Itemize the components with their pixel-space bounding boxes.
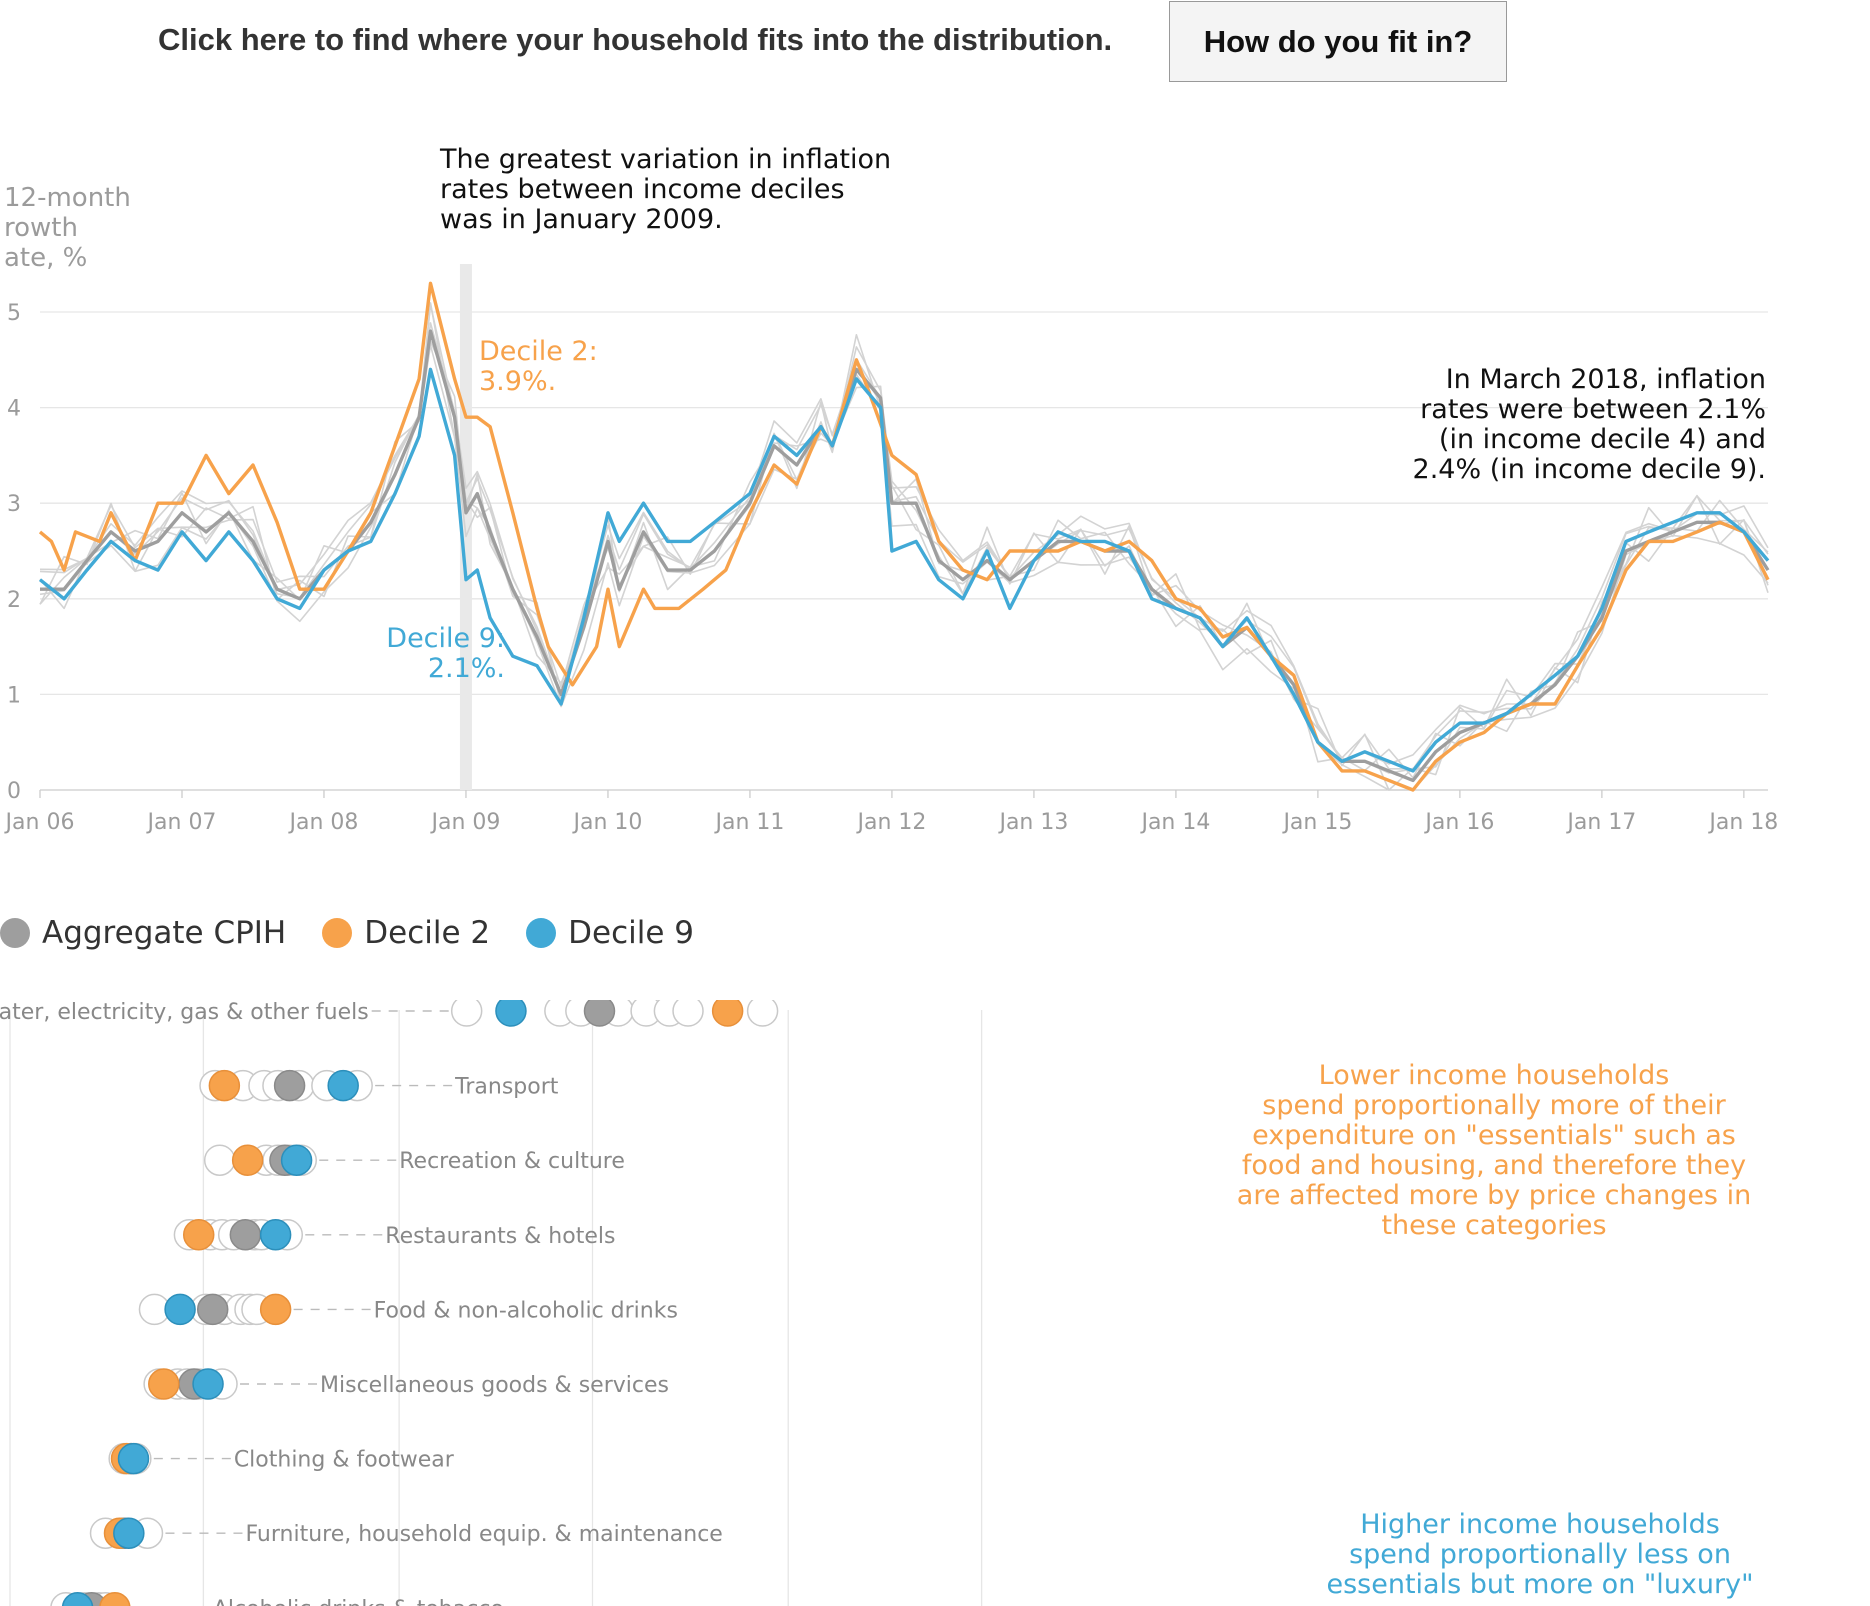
aggregate-dot	[273, 1069, 306, 1102]
dot-row: Restaurants & hotels	[173, 1219, 615, 1251]
decile9-dot	[495, 1000, 527, 1027]
highlight-band	[459, 264, 472, 790]
row-label: Housing, water, electricity, gas & other…	[0, 1000, 369, 1025]
x-tick-label: Jan 06	[4, 810, 75, 835]
y-tick-label: 1	[7, 683, 21, 708]
dot-row: Recreation & culture	[203, 1144, 625, 1176]
row-label: Miscellaneous goods & services	[320, 1373, 669, 1398]
decile2-dot	[99, 1592, 131, 1606]
y-axis-label: rowth	[4, 213, 78, 243]
y-axis-label: 12-month	[4, 183, 131, 213]
legend-label: Decile 9	[568, 915, 694, 951]
chart-legend: Aggregate CPIH Decile 2 Decile 9	[0, 915, 730, 951]
aggregate-dot	[196, 1293, 229, 1326]
decile2-note-annotation: Decile 2: 3.9%.	[479, 336, 598, 397]
x-tick-label: Jan 14	[1139, 810, 1210, 835]
dot-row: Miscellaneous goods & services	[143, 1368, 669, 1400]
legend-label: Aggregate CPIH	[42, 915, 287, 951]
decile9-note-annotation: Decile 9: 2.1%.	[386, 623, 505, 684]
row-label: Recreation & culture	[399, 1149, 625, 1174]
decile9-dot	[164, 1293, 196, 1326]
legend-label: Decile 2	[364, 915, 491, 951]
dot-row: Transport	[199, 1069, 559, 1102]
y-tick-label: 0	[7, 779, 21, 804]
legend-item-aggregate: Aggregate CPIH	[0, 915, 286, 951]
row-label: Clothing & footwear	[234, 1448, 455, 1473]
x-tick-label: Jan 11	[713, 810, 784, 835]
dot-row: Alcoholic drinks & tobacco	[50, 1592, 504, 1606]
lower-note-annotation: Lower income households spend proportiona…	[1237, 1060, 1751, 1241]
row-label: Transport	[454, 1075, 559, 1100]
dot-row: Furniture, household equip. & maintenanc…	[89, 1517, 723, 1549]
row-label: Restaurants & hotels	[385, 1224, 615, 1249]
x-tick-label: Jan 18	[1707, 810, 1778, 835]
cta-text: Click here to find where your household …	[158, 22, 1113, 57]
higher-note-annotation: Higher income households spend proportion…	[1326, 1509, 1753, 1600]
y-axis-label: ate, %	[4, 243, 87, 273]
legend-swatch	[526, 918, 557, 948]
aggregate-dot	[229, 1219, 262, 1251]
other-decile-dot	[450, 1000, 483, 1027]
x-tick-label: Jan 15	[1281, 810, 1352, 835]
x-tick-label: Jan 09	[430, 810, 501, 835]
dot-row: Food & non-alcoholic drinks	[138, 1293, 678, 1326]
row-label: Alcoholic drinks & tobacco	[213, 1597, 504, 1606]
inflation-line-chart: 0 1 2 3 4 5 12-month rowth ate, % Jan 06 Jan 07…	[4, 144, 1779, 835]
x-tick-label: Jan 08	[288, 810, 359, 835]
legend-swatch	[0, 918, 30, 948]
x-tick-label: Jan 07	[146, 810, 217, 835]
how-do-you-fit-in-button[interactable]: How do you fit in?	[1169, 1, 1507, 82]
decile9-dot	[280, 1144, 313, 1176]
decile9-dot	[117, 1442, 150, 1475]
dot-row: Housing, water, electricity, gas & other…	[0, 1000, 779, 1027]
y-tick-label: 2	[7, 588, 21, 613]
decile2-dot	[208, 1069, 241, 1102]
decile2-dot	[148, 1368, 180, 1400]
decile9-dot	[61, 1592, 94, 1606]
y-tick-label: 4	[7, 397, 21, 422]
march-note-annotation: In March 2018, inflation rates were betwe…	[1413, 364, 1766, 485]
other-decile-dot	[746, 1000, 779, 1027]
decile2-dot	[711, 1000, 744, 1027]
x-tick-label: Jan 16	[1423, 810, 1494, 835]
x-tick-label: Jan 10	[572, 810, 643, 835]
x-tick-label: Jan 13	[997, 810, 1068, 835]
decile9-dot	[192, 1368, 224, 1400]
legend-swatch	[322, 918, 353, 948]
x-tick-label: Jan 17	[1565, 810, 1636, 835]
dot-row: Clothing & footwear	[108, 1442, 455, 1475]
y-tick-label: 5	[7, 301, 21, 326]
row-label: Furniture, household equip. & maintenanc…	[245, 1522, 722, 1547]
aggregate-dot	[583, 1000, 616, 1027]
decile9-dot	[327, 1069, 359, 1102]
decile2-dot	[182, 1219, 215, 1251]
row-label: Food & non-alcoholic drinks	[374, 1298, 678, 1323]
decile9-dot	[259, 1219, 292, 1251]
title-note-annotation: The greatest variation in inflation rates…	[439, 144, 891, 235]
decile9-series-line	[38, 367, 1770, 773]
decile9-dot	[113, 1517, 145, 1549]
expenditure-dot-chart: Housing, water, electricity, gas & other…	[0, 1000, 1754, 1606]
decile2-dot	[259, 1293, 292, 1326]
other-decile-dot	[203, 1144, 236, 1176]
y-tick-label: 3	[7, 492, 21, 517]
other-decile-dot	[672, 1000, 704, 1027]
decile2-dot	[231, 1144, 264, 1176]
legend-item-decile9: Decile 9	[526, 915, 694, 951]
legend-item-decile2: Decile 2	[322, 915, 490, 951]
x-tick-label: Jan 12	[855, 810, 926, 835]
